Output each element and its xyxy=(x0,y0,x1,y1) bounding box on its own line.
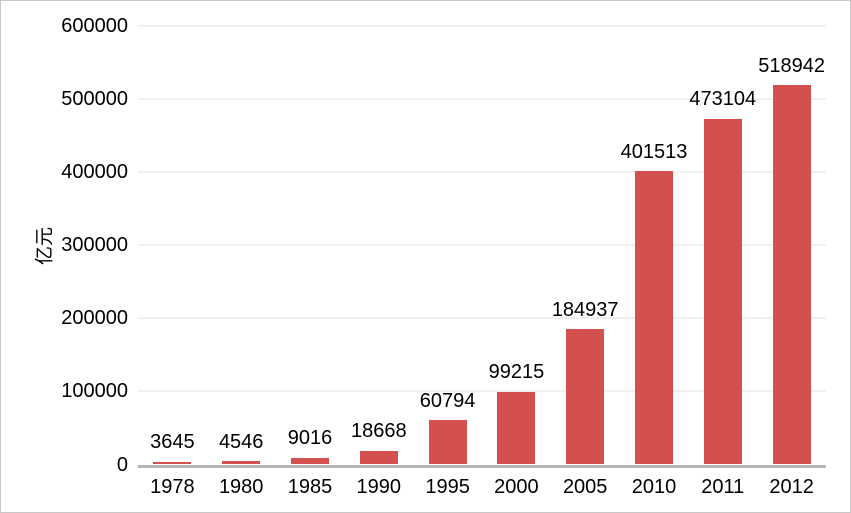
bar-value-label: 4546 xyxy=(218,430,264,453)
bar-value-label: 60794 xyxy=(419,389,476,412)
x-tick-label: 1978 xyxy=(150,476,195,498)
gridline xyxy=(138,390,826,393)
y-tick-label: 400000 xyxy=(61,161,128,184)
bar-value-label: 99215 xyxy=(488,361,545,384)
y-tick-label: 300000 xyxy=(61,234,128,257)
bar-2005 xyxy=(566,329,605,465)
bar-2000 xyxy=(497,391,536,465)
bar-value-label: 9016 xyxy=(287,427,333,450)
gridline xyxy=(138,98,826,101)
x-tick-label: 1990 xyxy=(356,476,402,498)
bar-value-label: 3645 xyxy=(150,431,195,454)
plot-area xyxy=(138,25,826,468)
bar-2011 xyxy=(703,118,742,465)
x-tick-label: 1985 xyxy=(287,476,333,498)
bar-1995 xyxy=(428,420,467,465)
x-tick-label: 2005 xyxy=(562,476,608,498)
x-tick-label: 2000 xyxy=(494,476,539,498)
bar-value-label: 184937 xyxy=(551,298,619,321)
x-tick-label: 2011 xyxy=(701,476,745,498)
x-axis-line xyxy=(138,464,826,468)
gridline xyxy=(138,317,826,320)
bar-1980 xyxy=(222,461,261,465)
bar-value-label: 18668 xyxy=(350,420,407,443)
gridline xyxy=(138,244,826,247)
bar-1978 xyxy=(153,461,192,465)
x-tick-label: 1980 xyxy=(218,476,264,498)
bar-value-label: 473104 xyxy=(689,88,757,111)
y-tick-label: 600000 xyxy=(61,15,128,37)
bar-2010 xyxy=(635,171,673,465)
x-tick-label: 2012 xyxy=(769,476,814,498)
bar-1985 xyxy=(291,457,329,465)
gridline xyxy=(138,171,826,174)
bar-value-label: 401513 xyxy=(620,140,688,163)
y-tick-label: 100000 xyxy=(61,380,128,403)
y-tick-label: 0 xyxy=(116,453,128,476)
y-tick-label: 500000 xyxy=(61,88,128,111)
gridline xyxy=(138,25,826,27)
y-tick-label: 200000 xyxy=(61,307,128,330)
bar-2012 xyxy=(772,85,811,465)
x-tick-label: 1995 xyxy=(425,476,470,498)
bar-1990 xyxy=(359,450,398,465)
bar-value-label: 518942 xyxy=(758,54,825,77)
x-tick-label: 2010 xyxy=(631,476,677,498)
